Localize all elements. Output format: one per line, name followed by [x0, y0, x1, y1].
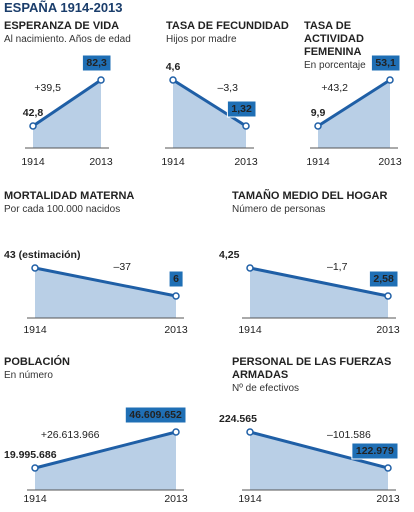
line — [34, 430, 177, 470]
x-label: 2013 — [376, 324, 400, 336]
x-label: 2013 — [378, 156, 402, 168]
chart-header: PERSONAL DE LAS FUERZAS ARMADAS Nº de efe… — [232, 356, 412, 395]
line — [249, 266, 389, 298]
line — [34, 266, 177, 298]
area — [250, 432, 388, 490]
value-label: 42,8 — [23, 107, 44, 119]
point — [314, 122, 322, 130]
x-label: 1914 — [23, 324, 47, 336]
line — [32, 78, 102, 128]
point — [97, 76, 105, 84]
point — [169, 76, 177, 84]
label-box — [351, 442, 399, 460]
line — [249, 430, 389, 470]
value-label: 4,25 — [219, 249, 240, 261]
point — [384, 464, 392, 472]
chart-header: ESPERANZA DE VIDA Al nacimiento. Años de … — [4, 20, 134, 46]
area — [35, 432, 176, 490]
x-label: 1914 — [161, 156, 185, 168]
chart-title: POBLACIÓN — [4, 356, 70, 368]
point — [172, 292, 180, 300]
change-annotation: +43,2 — [321, 82, 348, 94]
area — [173, 80, 246, 148]
label-box — [368, 270, 399, 288]
x-label: 2013 — [89, 156, 113, 168]
x-label: 1914 — [23, 493, 47, 505]
point — [246, 428, 254, 436]
chart-subtitle: Hijos por madre — [166, 34, 237, 45]
chart-header: TASA DE ACTIVIDAD FEMENINA En porcentaje — [304, 20, 412, 72]
point — [31, 464, 39, 472]
chart-title: ESPERANZA DE VIDA — [4, 20, 120, 32]
value-label-highlight: 46.609.652 — [129, 409, 182, 421]
value-label-highlight: 82,3 — [86, 57, 107, 69]
label-box — [81, 54, 112, 72]
value-label: 9,9 — [311, 107, 326, 119]
value-label: 4,6 — [166, 61, 181, 73]
line — [172, 78, 247, 128]
point — [172, 428, 180, 436]
chart-title: PERSONAL DE LAS FUERZAS ARMADAS — [232, 356, 392, 381]
chart-subtitle: Nº de efectivos — [232, 383, 300, 394]
chart-header: TASA DE FECUNDIDAD Hijos por madre — [166, 20, 296, 46]
chart-header: TAMAÑO MEDIO DEL HOGAR Número de personas — [232, 190, 412, 216]
chart-subtitle: Al nacimiento. Años de edad — [4, 34, 131, 45]
value-label: 19.995.686 — [4, 449, 57, 461]
value-label: 43 (estimación) — [4, 249, 80, 261]
label-box — [226, 100, 257, 118]
label-box — [168, 270, 184, 288]
x-label: 1914 — [238, 324, 262, 336]
chart-subtitle: En número — [4, 370, 53, 381]
x-label: 2013 — [376, 493, 400, 505]
point — [384, 292, 392, 300]
chart-header: MORTALIDAD MATERNA Por cada 100.000 nacid… — [4, 190, 204, 216]
page-title: ESPAÑA 1914-2013 — [4, 0, 123, 15]
area — [33, 80, 101, 148]
x-label: 2013 — [234, 156, 258, 168]
area — [35, 268, 176, 318]
value-label-highlight: 1,32 — [231, 103, 252, 115]
chart-header: POBLACIÓN En número — [4, 356, 204, 382]
point — [31, 264, 39, 272]
x-label: 1914 — [21, 156, 45, 168]
change-annotation: –1,7 — [327, 261, 348, 273]
point — [246, 264, 254, 272]
value-label-highlight: 53,1 — [375, 57, 396, 69]
change-annotation: +26.613.966 — [41, 429, 100, 441]
x-label: 1914 — [238, 493, 262, 505]
chart-title: TASA DE ACTIVIDAD FEMENINA — [304, 20, 364, 58]
label-box — [124, 406, 187, 424]
chart-title: TASA DE FECUNDIDAD — [166, 20, 289, 32]
line — [317, 78, 391, 128]
change-annotation: –3,3 — [218, 82, 239, 94]
change-annotation: –101.586 — [327, 429, 371, 441]
point — [386, 76, 394, 84]
point — [242, 122, 250, 130]
chart-subtitle: Número de personas — [232, 204, 326, 215]
label-box — [370, 54, 401, 72]
area — [250, 268, 388, 318]
value-label: 224.565 — [219, 413, 257, 425]
chart-subtitle: En porcentaje — [304, 60, 366, 71]
value-label-highlight: 122.979 — [356, 445, 394, 457]
chart-title: TAMAÑO MEDIO DEL HOGAR — [232, 190, 388, 202]
point — [29, 122, 37, 130]
x-label: 1914 — [306, 156, 330, 168]
x-label: 2013 — [164, 324, 188, 336]
value-label-highlight: 2,58 — [373, 273, 394, 285]
area — [318, 80, 390, 148]
value-label-highlight: 6 — [173, 273, 179, 285]
change-annotation: +39,5 — [34, 82, 61, 94]
change-annotation: –37 — [114, 261, 132, 273]
chart-title: MORTALIDAD MATERNA — [4, 190, 135, 202]
chart-subtitle: Por cada 100.000 nacidos — [4, 204, 121, 215]
x-label: 2013 — [164, 493, 188, 505]
